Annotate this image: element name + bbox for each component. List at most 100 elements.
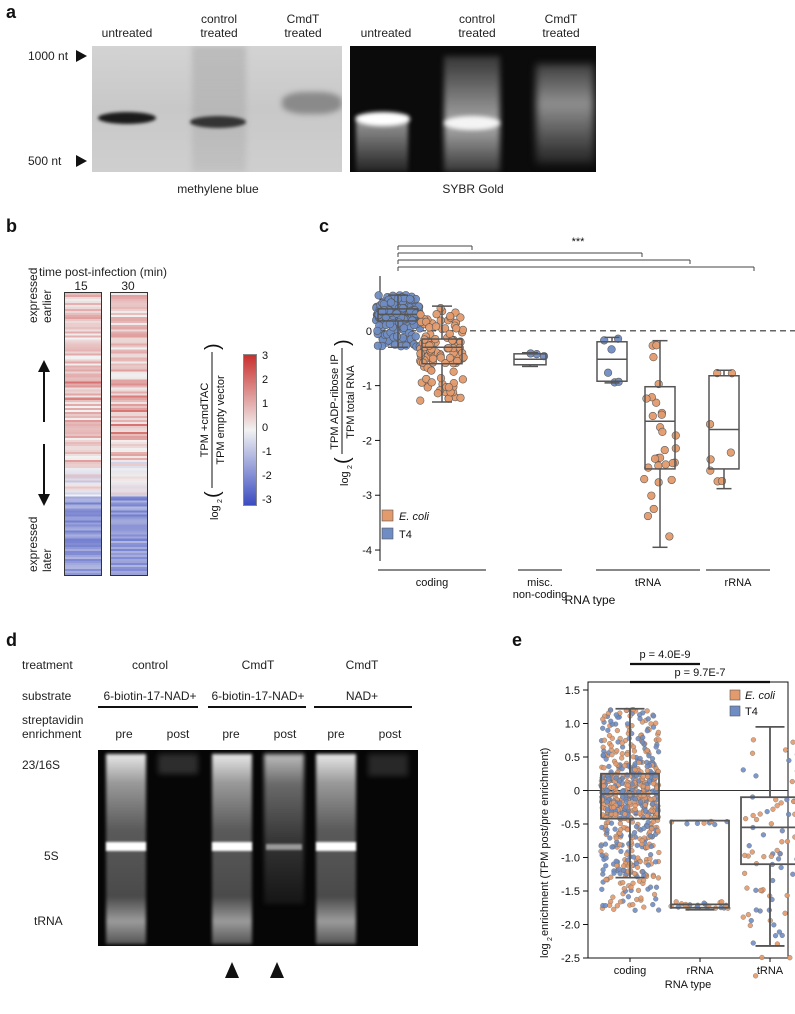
- e-box: [600, 772, 660, 820]
- substrate-nad: NAD+: [345, 689, 379, 703]
- c-ylabel-prefix: log: [339, 471, 351, 486]
- e-y-tick-label: 0.5: [565, 752, 580, 764]
- c-data-point: [394, 318, 404, 327]
- e-data-point: [774, 847, 780, 854]
- e-data-point: [633, 824, 640, 830]
- e-data-point: [761, 854, 767, 860]
- e-data-point: [608, 820, 615, 826]
- arrow-down-icon: [38, 494, 50, 506]
- gel-streptavidin: [98, 750, 418, 946]
- heatmap-column-30: 30: [121, 279, 135, 293]
- c-data-point: [652, 398, 661, 407]
- e-data-point: [787, 955, 793, 961]
- e-data-point: [633, 860, 640, 866]
- e-data-point: [753, 907, 759, 913]
- c-data-point: [642, 394, 651, 403]
- e-data-point: [770, 806, 776, 812]
- c-data-point: [726, 448, 735, 457]
- e-data-point: [637, 755, 643, 762]
- e-data-point: [748, 917, 754, 924]
- c-data-point: [650, 454, 660, 463]
- e-data-point: [612, 826, 618, 832]
- e-y-tick-label: -2.0: [561, 920, 580, 932]
- c-group-label: tRNA: [635, 577, 662, 589]
- e-data-point: [608, 743, 614, 749]
- e-data-point: [790, 871, 795, 877]
- e-data-point: [790, 798, 795, 805]
- c-data-point: [444, 383, 454, 392]
- c-data-point: [452, 324, 461, 333]
- heatmap-colorbar: [243, 354, 257, 506]
- e-data-point: [641, 825, 647, 831]
- marker-1000nt: 1000 nt: [28, 49, 69, 63]
- e-data-point: [635, 887, 642, 893]
- e-data-point: [617, 821, 623, 827]
- lane-label-cmdt-right: CmdT treated: [542, 12, 580, 40]
- lane-4-smear: [264, 754, 304, 904]
- marker-500nt-arrow-icon: [76, 155, 87, 167]
- enrichment-post-3: post: [378, 727, 402, 741]
- expressed-later-label-2: later: [40, 549, 54, 572]
- e-data-point: [752, 973, 759, 979]
- e-data-point: [740, 914, 746, 920]
- c-data-point: [425, 341, 434, 350]
- c-data-point: [416, 349, 425, 358]
- e-data-point: [747, 922, 753, 929]
- c-data-point: [640, 475, 649, 484]
- e-data-point: [673, 899, 679, 905]
- e-data-point: [758, 887, 764, 894]
- e-data-point: [617, 842, 623, 848]
- c-data-point: [648, 411, 657, 421]
- c-data-point: [428, 354, 438, 363]
- e-data-point: [779, 828, 785, 834]
- e-legend-swatch: [729, 689, 741, 701]
- e-data-point: [604, 799, 610, 805]
- c-data-point: [603, 368, 613, 377]
- c-ylabel-numerator: TPM ADP-ribose IP: [329, 354, 341, 449]
- e-data-point: [600, 871, 606, 877]
- smear-control-mb: [192, 46, 246, 172]
- colorbar-tick: -3: [262, 494, 272, 506]
- substrate-divider-3: [314, 706, 412, 708]
- e-data-point: [644, 728, 650, 734]
- e-data-point: [603, 863, 609, 869]
- c-data-point: [458, 375, 467, 384]
- lane-label-cmdt-left: CmdT treated: [284, 12, 322, 40]
- e-data-point: [655, 875, 662, 881]
- e-data-point: [646, 753, 652, 759]
- c-legend-label: T4: [399, 529, 412, 541]
- e-data-point: [647, 884, 654, 890]
- c-group-label: rRNA: [725, 577, 753, 589]
- treatment-cmdt-1: CmdT: [241, 658, 275, 672]
- e-data-point: [640, 734, 646, 741]
- e-x-tick-label: tRNA: [757, 965, 784, 977]
- e-data-point: [625, 782, 631, 788]
- e-data-point: [614, 748, 620, 754]
- c-box: [596, 341, 628, 382]
- colorbar-label-paren-open: (: [202, 491, 224, 498]
- c-data-point: [649, 352, 658, 362]
- c-data-point: [446, 312, 455, 321]
- c-group-label: coding: [416, 577, 448, 589]
- e-data-point: [631, 830, 638, 836]
- c-data-point: [402, 341, 411, 350]
- e-data-point: [601, 783, 607, 789]
- colorbar-axis-label: log 2 ( TPM +cmdTAC TPM empty vector ): [199, 343, 227, 520]
- substrate-divider-2: [208, 706, 306, 708]
- enrichment-pre-2: pre: [222, 727, 240, 741]
- e-data-point: [602, 903, 609, 909]
- panel-a-letter: a: [6, 2, 17, 22]
- c-data-point: [416, 310, 425, 319]
- e-data-point: [771, 922, 777, 928]
- arrow-up-icon: [38, 360, 50, 372]
- e-data-point: [647, 833, 654, 839]
- c-data-point: [392, 332, 402, 341]
- smear-control-sybr: [444, 56, 500, 172]
- e-data-point: [610, 784, 617, 790]
- e-y-tick-label: 1.5: [565, 685, 580, 697]
- e-data-point: [615, 739, 621, 745]
- e-data-point: [601, 765, 607, 771]
- lane-pointer-post-icon: [270, 962, 284, 978]
- e-data-point: [606, 732, 613, 739]
- box-plot-c: 0 -1 -2 -3 -4 *** coding misc.non-coding tRNA rRN…: [329, 236, 795, 606]
